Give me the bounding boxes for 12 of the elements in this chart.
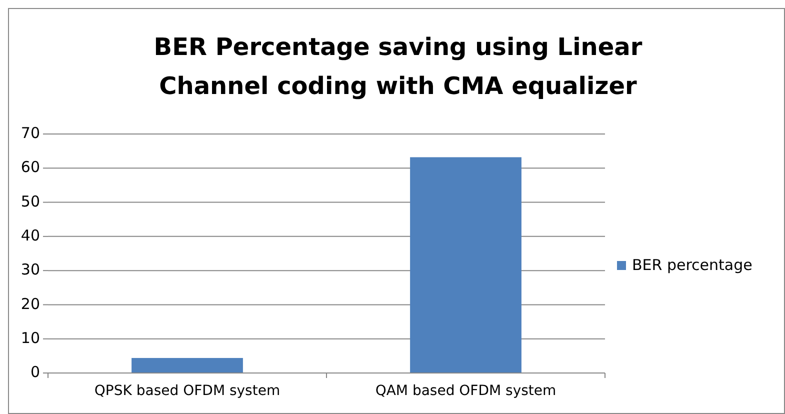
x-tick-label: QPSK based OFDM system [94,383,280,399]
y-tick-label: 50 [20,192,40,210]
y-tick-label: 40 [20,226,40,245]
legend-label: BER percentage [632,256,752,274]
y-tick-label: 0 [30,363,40,382]
y-tick-label: 30 [20,260,40,279]
x-tick-label: QAM based OFDM system [375,383,556,399]
chart-title: BER Percentage saving using Linear Channel coding with CMA equalizer [154,33,642,100]
y-tick-label: 10 [20,328,40,347]
y-tick-label: 70 [20,124,40,142]
y-tick-label: 20 [20,294,40,313]
y-tick-label: 60 [20,158,40,176]
